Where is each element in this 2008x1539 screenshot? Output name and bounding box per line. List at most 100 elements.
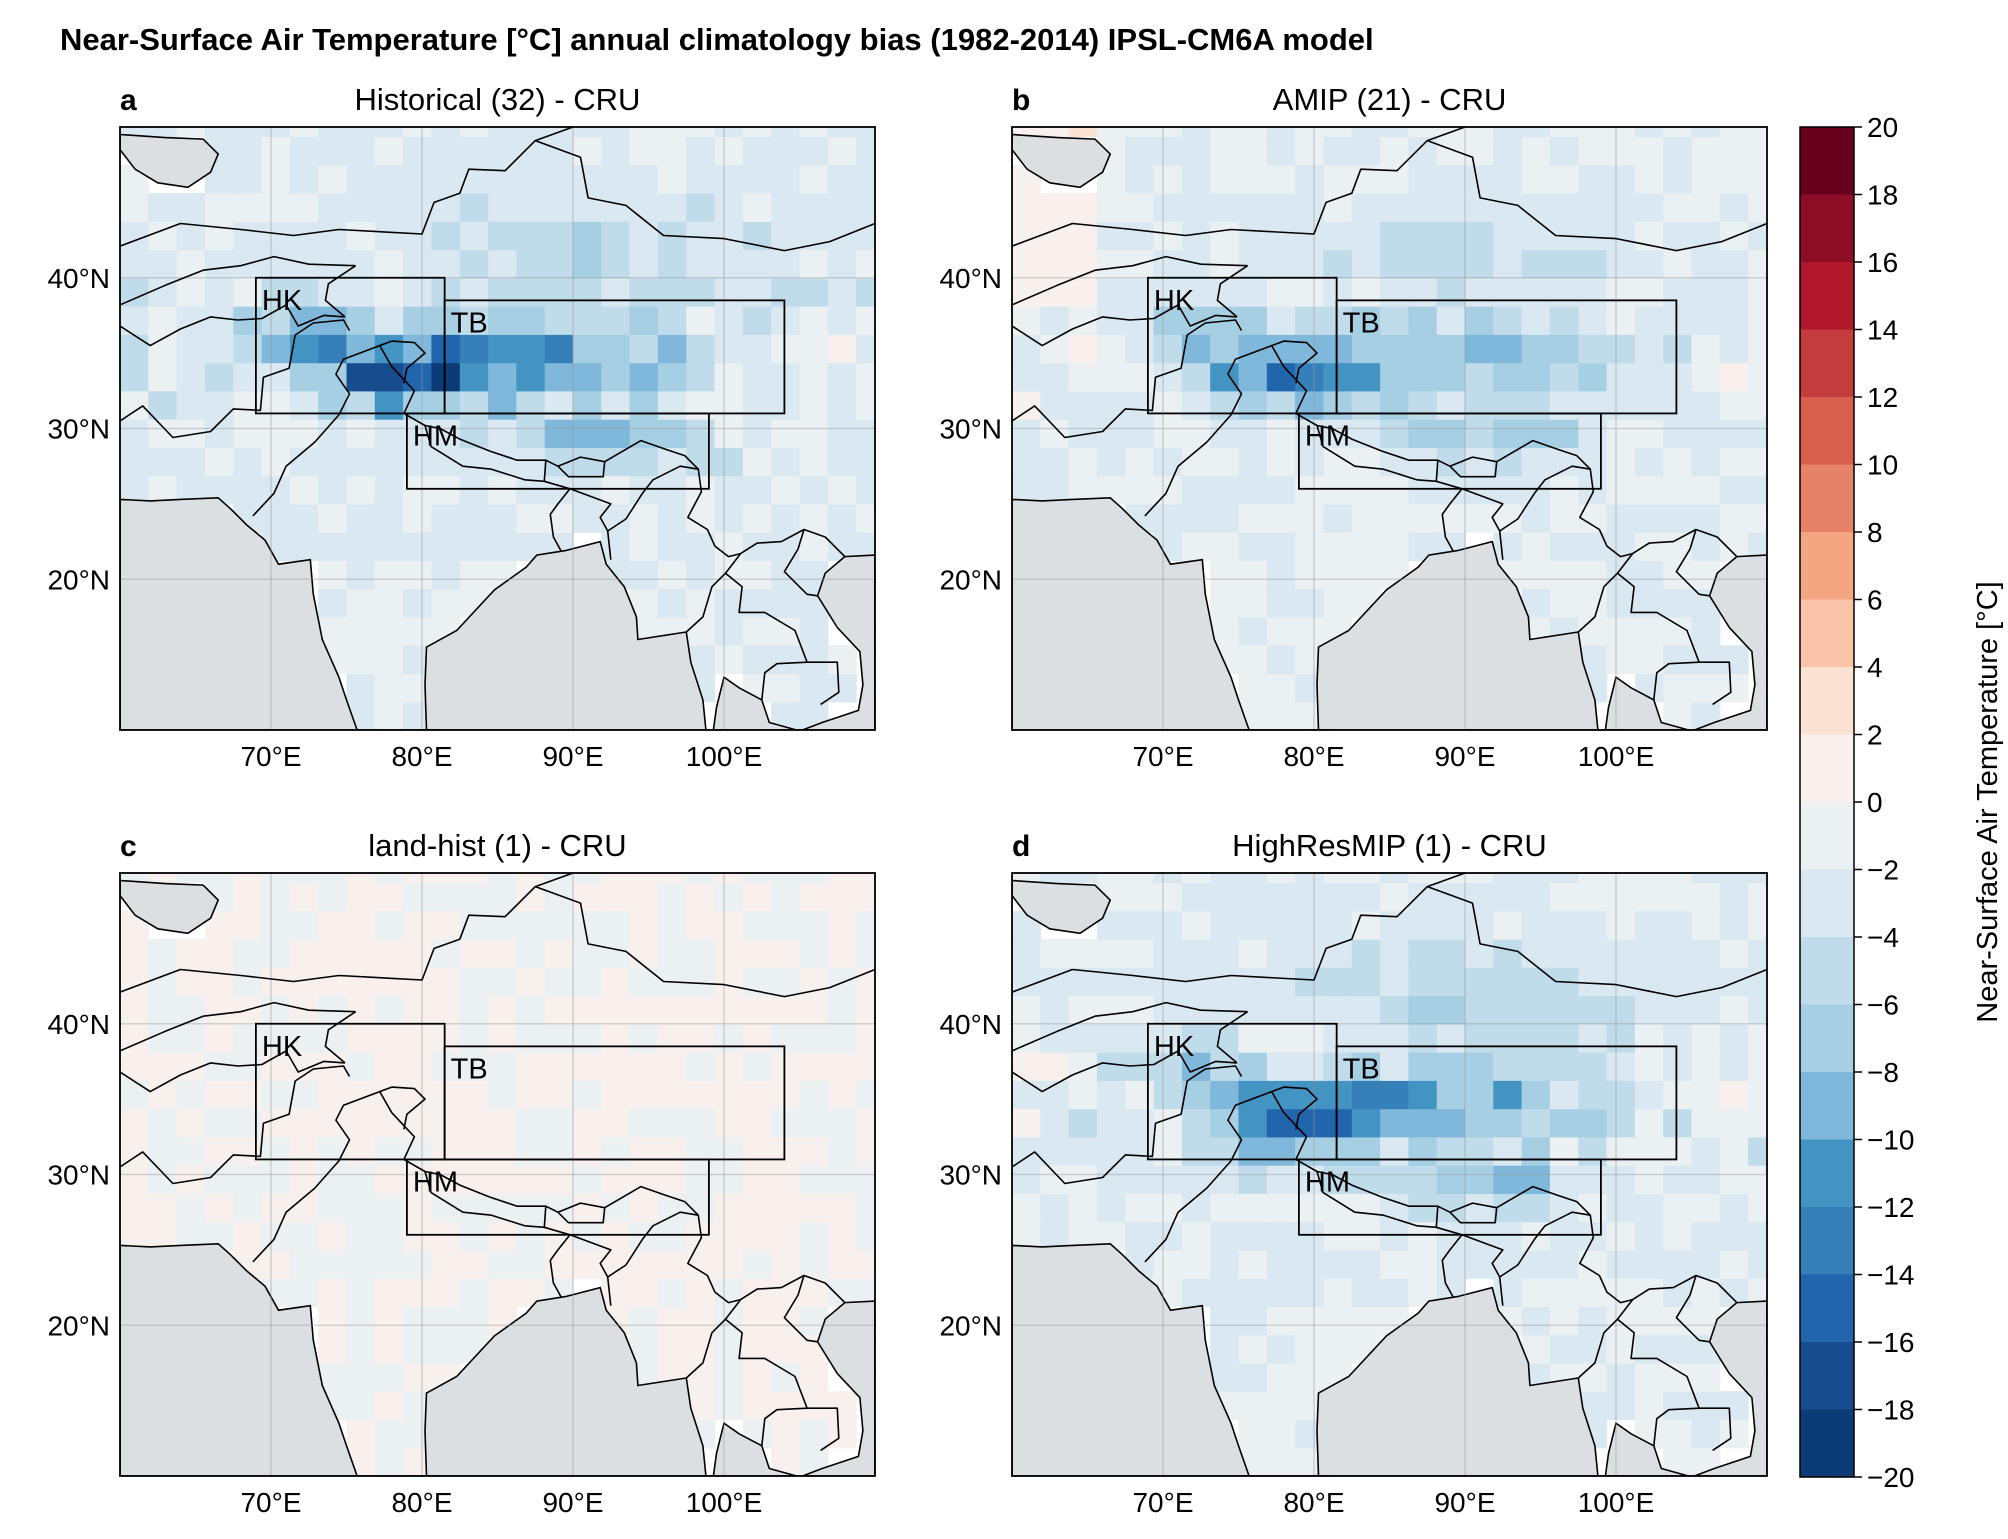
bias-cell — [346, 873, 376, 884]
axis-ticks: 70°E 80°E 90°E 100°E20°N30°N40°N — [47, 263, 762, 772]
bias-cell — [1096, 362, 1126, 392]
country-borders — [1012, 873, 1767, 1452]
bias-cell — [1040, 362, 1070, 392]
bias-cell — [799, 1165, 829, 1194]
bias-cell — [261, 447, 291, 477]
bias-cell — [1012, 1136, 1041, 1166]
bias-cell — [714, 1221, 744, 1251]
bias-cell — [714, 306, 744, 335]
bias-cell — [1634, 1108, 1664, 1138]
lat-tick-label: 30°N — [47, 1160, 110, 1191]
bias-cell — [459, 306, 489, 335]
bias-cell — [204, 221, 234, 251]
bias-cell — [1096, 277, 1126, 307]
border-line — [1427, 139, 1767, 252]
bias-cell — [1691, 221, 1721, 251]
bias-cell — [1634, 362, 1664, 392]
border-line — [1012, 319, 1243, 439]
bias-cell — [233, 1080, 263, 1110]
bias-cell — [431, 560, 461, 590]
bias-cell — [1380, 475, 1409, 505]
bias-cell — [233, 1165, 263, 1194]
bias-cell — [318, 1278, 348, 1307]
bias-cell — [1351, 1108, 1381, 1138]
lon-tick-label: 70°E — [1132, 1487, 1193, 1518]
bias-cell — [374, 503, 404, 533]
bias-cell — [148, 1052, 178, 1081]
bias-cell — [1295, 616, 1324, 646]
bias-cell — [1719, 390, 1749, 420]
bias-cell — [629, 136, 659, 166]
bias-cell — [771, 193, 801, 222]
bias-cell — [516, 995, 546, 1025]
bias-cell — [771, 873, 801, 884]
bias-cell — [1181, 390, 1211, 420]
bias-cell — [771, 1334, 801, 1364]
bias-cell — [1295, 1334, 1324, 1364]
bias-cell — [403, 532, 432, 561]
bias-cell — [488, 1136, 517, 1166]
bias-cell — [573, 475, 602, 505]
bias-cell — [1096, 127, 1126, 138]
bias-cell — [1691, 362, 1721, 392]
bias-cell — [1663, 910, 1693, 940]
bias-cell — [459, 447, 489, 477]
bias-cell — [488, 967, 517, 997]
bias-cell — [544, 1136, 574, 1166]
bias-cell — [657, 1052, 687, 1081]
bias-cell — [1125, 1080, 1155, 1110]
bias-cell — [1521, 127, 1551, 138]
bias-cell — [1380, 1165, 1409, 1194]
bias-cell — [827, 1221, 857, 1251]
bias-cell — [714, 873, 744, 884]
bias-cell — [686, 882, 716, 912]
bias-cell — [1153, 419, 1183, 448]
bias-cell — [714, 645, 744, 675]
bias-cell — [233, 882, 263, 912]
bias-cell — [856, 419, 875, 448]
bias-cell — [374, 616, 404, 646]
bias-cell — [1521, 532, 1551, 561]
bias-cell — [148, 390, 178, 420]
bias-cell — [1634, 249, 1664, 279]
bias-cell — [629, 532, 659, 561]
bias-cell — [1125, 277, 1155, 307]
bias-cell — [1634, 1023, 1664, 1053]
bias-cell — [1295, 503, 1324, 533]
bias-cell — [1012, 306, 1041, 335]
bias-cell — [742, 1108, 772, 1138]
bias-cell — [1521, 1108, 1551, 1138]
bias-cell — [346, 249, 376, 279]
bias-cell — [374, 447, 404, 477]
bias-cell — [488, 221, 517, 251]
bias-cell — [771, 1419, 801, 1449]
bias-cell — [204, 1136, 234, 1166]
bias-cell — [827, 277, 857, 307]
bias-cell — [1125, 873, 1155, 884]
bias-cell — [771, 249, 801, 279]
bias-cell — [148, 419, 178, 448]
bias-cell — [1408, 882, 1438, 912]
bias-cell — [573, 419, 602, 448]
bias-cell — [1578, 1249, 1608, 1279]
bias-cell — [1351, 873, 1381, 884]
bias-cell — [827, 362, 857, 392]
bias-cell — [1521, 1306, 1551, 1336]
bias-cell — [176, 127, 206, 138]
bias-cell — [1549, 503, 1579, 533]
bias-cell — [346, 532, 376, 561]
lat-tick-label: 20°N — [939, 564, 1002, 595]
bias-cell — [714, 967, 744, 997]
bias-cell — [1210, 362, 1240, 392]
bias-cell — [827, 1108, 857, 1138]
bias-cell — [544, 503, 574, 533]
bias-cell — [1040, 306, 1070, 335]
lat-tick-label: 30°N — [939, 1160, 1002, 1191]
bias-cell — [742, 362, 772, 392]
bias-cell — [374, 1249, 404, 1279]
bias-cell — [1238, 560, 1268, 590]
bias-cell — [742, 390, 772, 420]
bias-cell — [204, 967, 234, 997]
bias-cell — [573, 503, 602, 533]
